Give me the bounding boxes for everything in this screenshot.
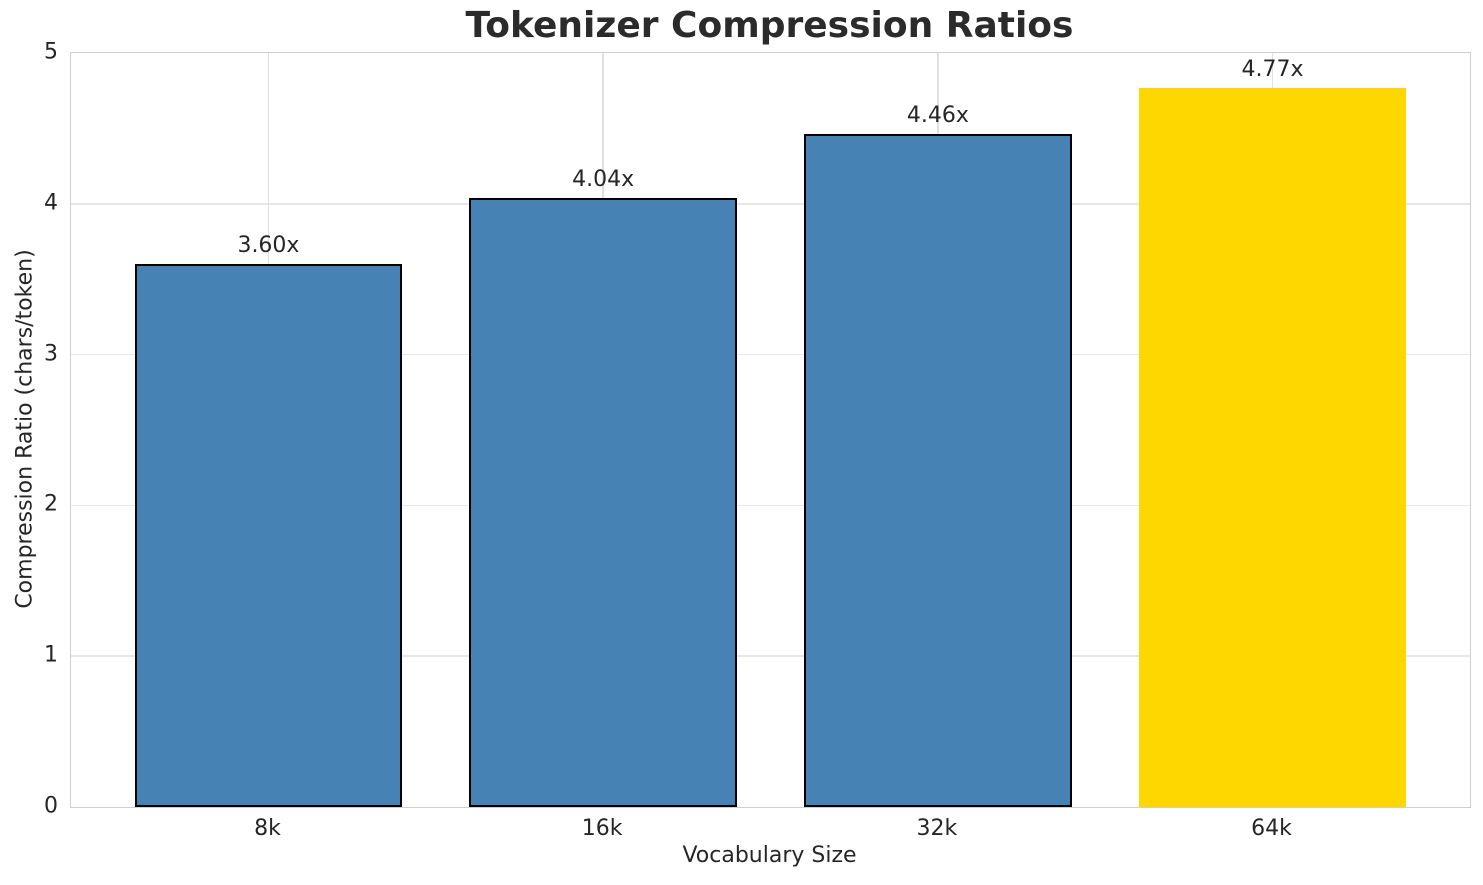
y-axis-title: Compression Ratio (chars/token) xyxy=(12,249,38,609)
gridline-horizontal xyxy=(71,655,1470,657)
x-tick-label: 16k xyxy=(581,816,623,841)
y-tick-label: 2 xyxy=(44,491,58,517)
bar-64k xyxy=(1138,87,1407,807)
y-tick-label: 0 xyxy=(44,793,58,819)
y-tick-label: 5 xyxy=(44,39,58,65)
bar-32k xyxy=(803,134,1072,807)
bar-value-label: 3.60x xyxy=(237,233,300,259)
gridline-horizontal xyxy=(71,203,1470,205)
x-tick-label: 64k xyxy=(1251,816,1292,841)
plot-area: 3.60x 4.04x 4.46x 4.77x xyxy=(70,52,1471,808)
x-tick-label: 8k xyxy=(254,816,281,841)
y-tick-label: 1 xyxy=(44,642,58,668)
bar-value-label: 4.77x xyxy=(1241,56,1304,82)
y-tick-label: 4 xyxy=(44,190,58,216)
gridline-horizontal xyxy=(71,504,1470,507)
gridline-horizontal xyxy=(71,353,1470,356)
y-tick-label: 3 xyxy=(44,341,58,367)
bar-16k xyxy=(469,197,738,807)
bar-value-label: 4.46x xyxy=(906,103,969,129)
bar-value-label: 4.04x xyxy=(572,166,635,192)
x-tick-label: 32k xyxy=(916,816,958,841)
x-axis-title: Vocabulary Size xyxy=(682,843,857,868)
chart-title: Tokenizer Compression Ratios xyxy=(465,5,1074,46)
bar-8k xyxy=(134,264,403,807)
